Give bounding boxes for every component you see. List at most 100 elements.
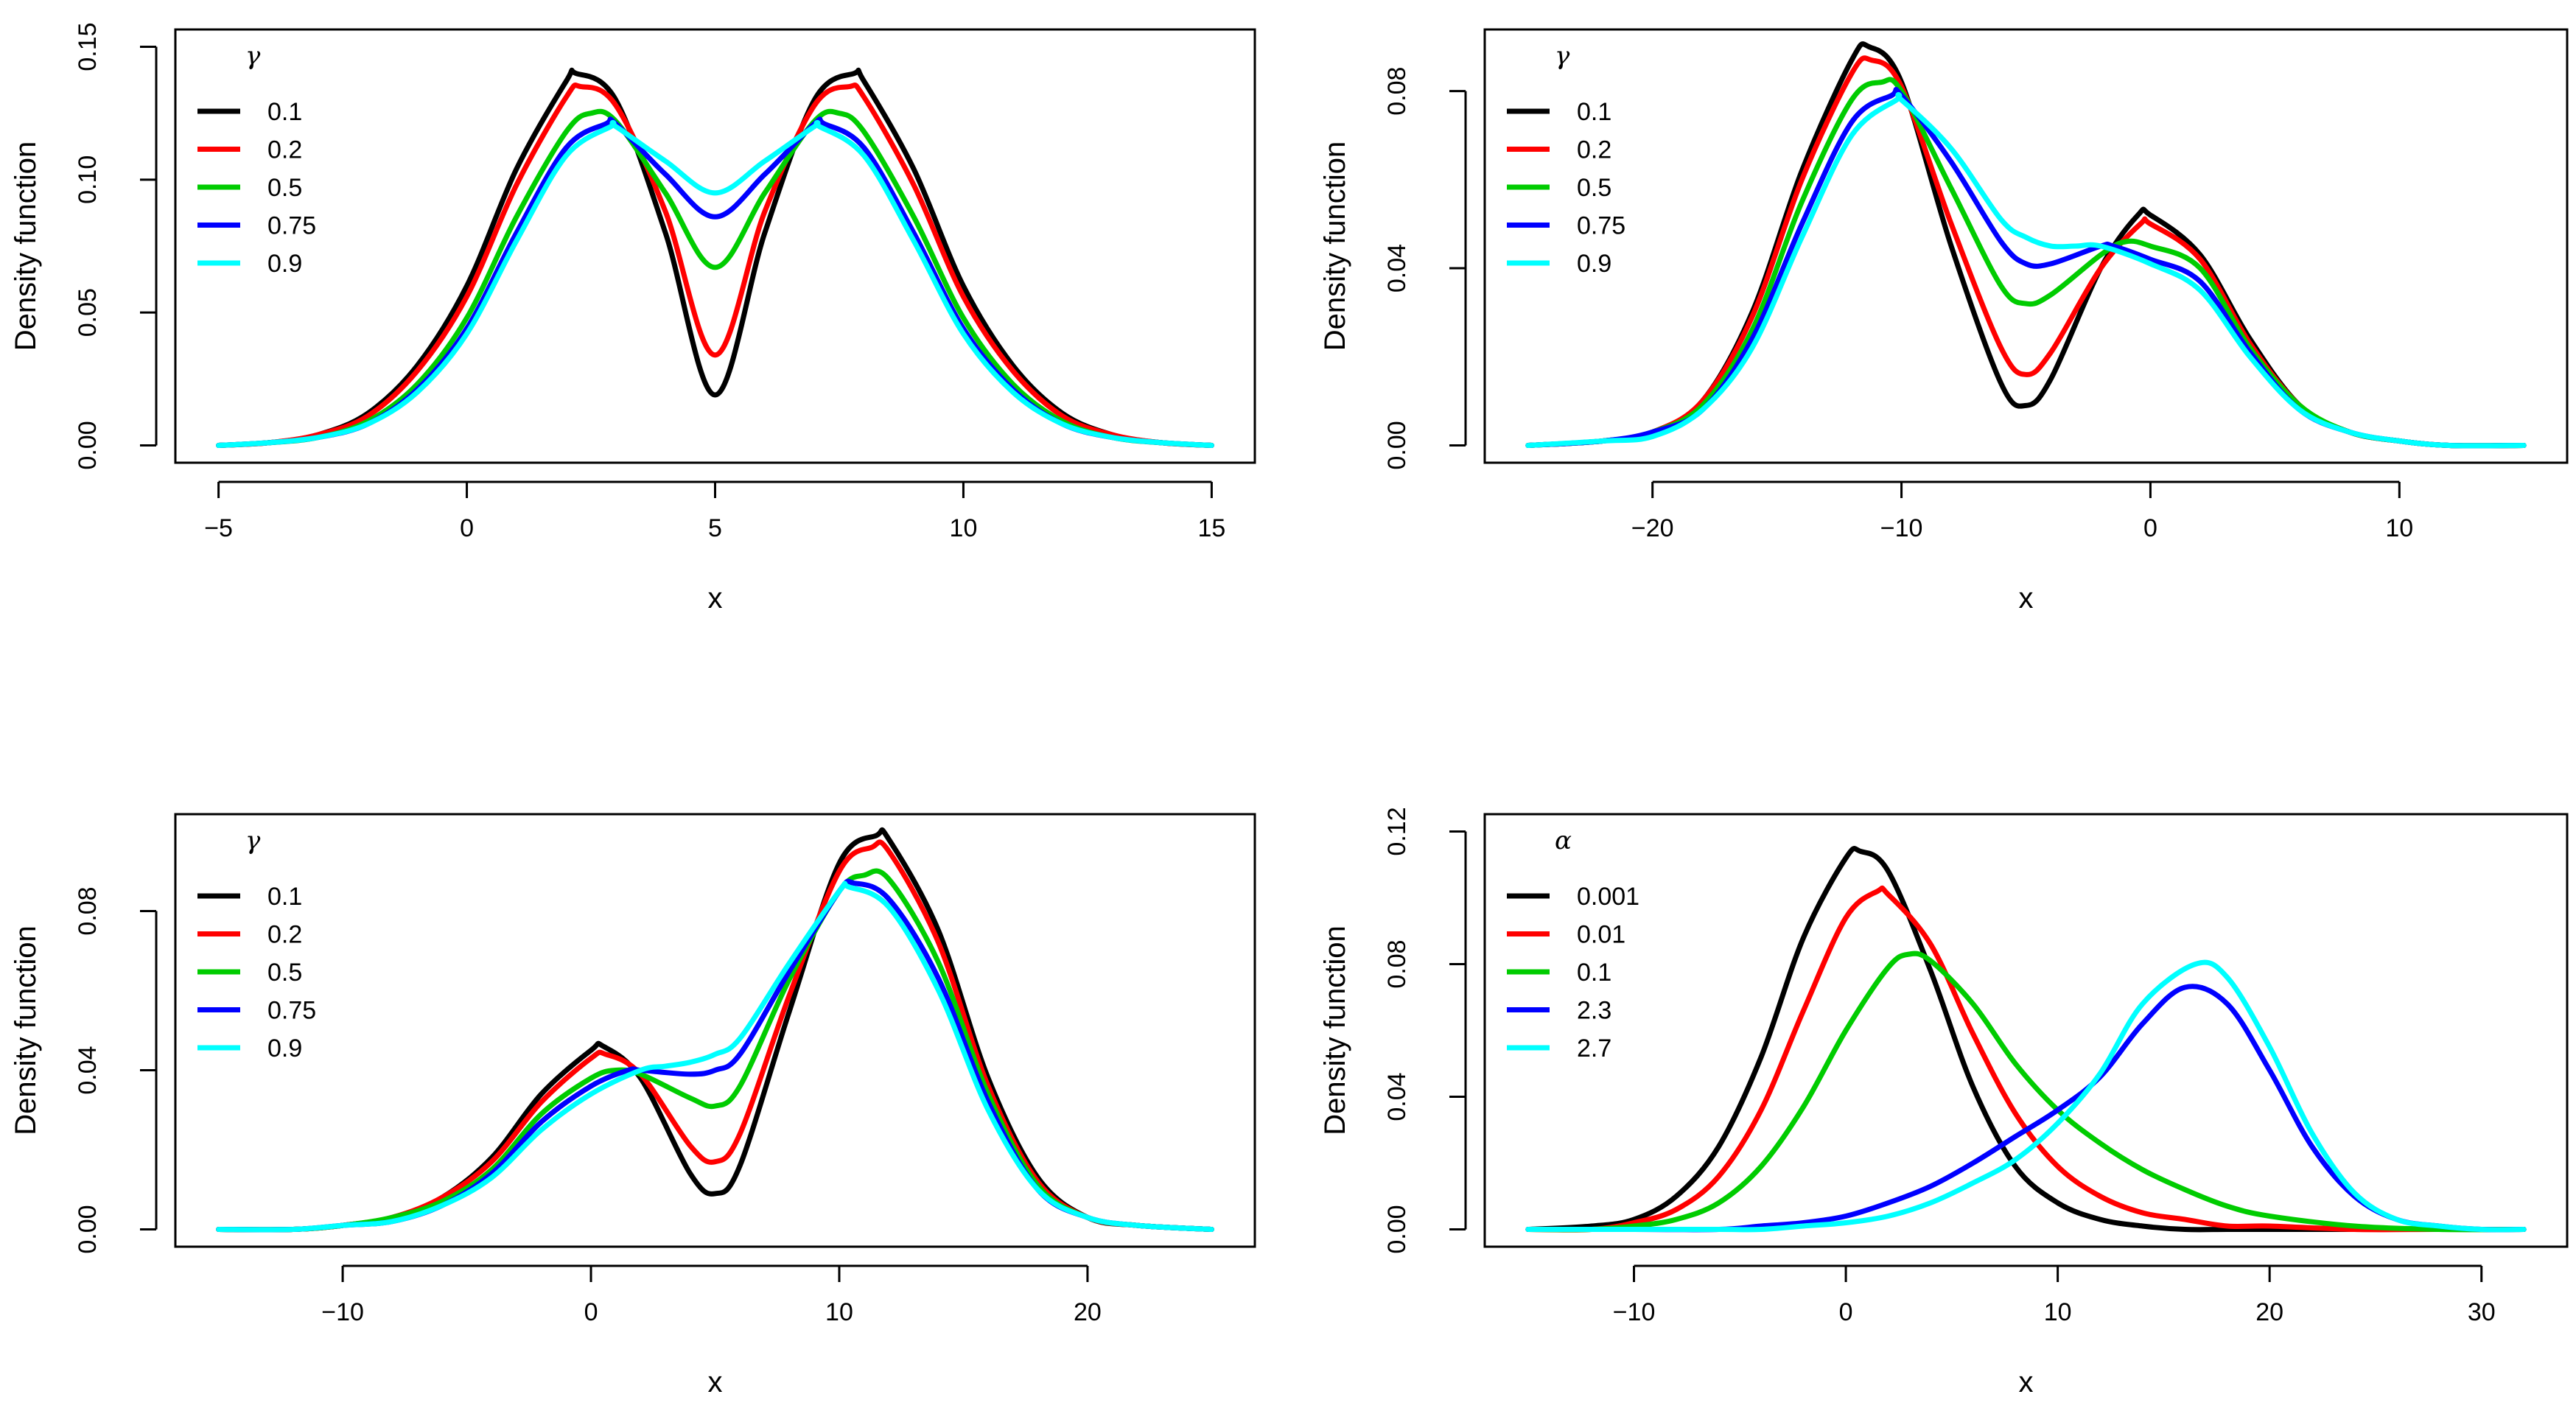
y-tick-label: 0.15	[74, 22, 102, 71]
legend-item: 0.1	[1507, 959, 1611, 987]
series-line-0.5	[216, 868, 1214, 1233]
y-tick-label: 0.00	[1383, 421, 1411, 469]
y-tick-label: 0.04	[1383, 244, 1411, 293]
legend-item: 0.75	[1507, 212, 1625, 240]
legend-label: 0.1	[267, 883, 302, 911]
legend-title: γ	[245, 41, 261, 71]
series-line-0.1	[216, 67, 1214, 448]
series-line-0.75	[1525, 86, 2527, 449]
x-tick-label: −5	[204, 514, 233, 542]
legend-item: 0.9	[197, 250, 302, 278]
series-line-0.2	[216, 83, 1214, 448]
legend-item: 0.75	[197, 997, 316, 1025]
series-line-0.1	[1525, 41, 2527, 449]
legend-label: 2.7	[1577, 1034, 1611, 1062]
series-line-0.5	[216, 108, 1214, 448]
legend-item: 0.1	[197, 883, 302, 911]
series-line-0.5	[1525, 77, 2527, 449]
x-tick-label: 5	[708, 514, 722, 542]
x-tick-label: 0	[2143, 514, 2157, 542]
legend-item: 0.01	[1507, 921, 1625, 949]
plot-frame	[174, 28, 1256, 464]
x-axis: −20 −10 0 10 x	[1631, 480, 2413, 615]
legend-label: 2.3	[1577, 997, 1611, 1025]
y-tick-label: 0.10	[74, 155, 102, 204]
x-tick-label: 10	[2044, 1298, 2072, 1326]
series-group	[1525, 846, 2527, 1233]
plot-frame	[1483, 28, 2569, 464]
legend-item: 0.2	[197, 921, 302, 949]
series-line-0.1	[216, 827, 1214, 1233]
y-tick-label: 0.04	[1383, 1072, 1411, 1121]
legend-label: 0.1	[1577, 98, 1611, 126]
y-tick-label: 0.00	[1383, 1205, 1411, 1253]
x-axis-title: x	[708, 1366, 723, 1398]
y-axis: 0.00 0.05 0.10 0.15 Density function	[10, 22, 158, 470]
series-group	[216, 827, 1214, 1233]
y-tick-label: 0.05	[74, 288, 102, 337]
legend-label: 0.75	[1577, 212, 1625, 240]
y-tick-label: 0.12	[1383, 807, 1411, 855]
series-group	[216, 67, 1214, 448]
legend-item: 0.001	[1507, 883, 1639, 911]
legend-item: 0.1	[1507, 98, 1611, 126]
panel-top-left: −5 0 5 10 15 x 0.00 0.05 0.10 0.15 Density functio…	[10, 22, 1256, 615]
legend-title: γ	[245, 826, 261, 855]
x-tick-label: 10	[2385, 514, 2413, 542]
legend-label: 0.1	[1577, 959, 1611, 987]
legend-title: γ	[1555, 41, 1570, 71]
legend-label: 0.5	[267, 959, 302, 987]
x-axis-title: x	[2019, 582, 2034, 615]
y-tick-label: 0.08	[74, 886, 102, 935]
legend: α0.001 0.01 0.1 2.3 2.7	[1507, 826, 1639, 1062]
x-axis: −5 0 5 10 15 x	[204, 480, 1225, 615]
x-tick-label: 15	[1197, 514, 1225, 542]
legend-label: 0.001	[1577, 883, 1639, 911]
y-axis: 0.00 0.04 0.08 0.12 Density function	[1319, 807, 1467, 1254]
y-tick-label: 0.00	[74, 421, 102, 469]
panel-bottom-right: −10 0 10 20 30 x 0.00 0.04 0.08 0.12 Density funct…	[1319, 807, 2569, 1398]
legend-label: 0.5	[1577, 174, 1611, 202]
series-line-0.001	[1525, 846, 2527, 1233]
legend-label: 0.2	[267, 136, 302, 164]
x-tick-label: −10	[1613, 1298, 1656, 1326]
series-line-0.2	[1525, 55, 2527, 449]
series-line-0.9	[1525, 91, 2527, 449]
x-tick-label: 20	[1074, 1298, 1102, 1326]
x-tick-label: 0	[1839, 1298, 1853, 1326]
x-tick-label: 20	[2255, 1298, 2283, 1326]
x-axis-title: x	[708, 582, 723, 615]
plot-frame	[174, 813, 1256, 1248]
legend-item: 0.2	[197, 136, 302, 164]
legend-item: 0.2	[1507, 136, 1611, 164]
legend-label: 0.9	[267, 250, 302, 278]
legend-title: α	[1555, 826, 1572, 855]
legend-label: 0.9	[1577, 250, 1611, 278]
legend-item: 2.7	[1507, 1034, 1611, 1062]
x-tick-label: 0	[584, 1298, 598, 1326]
y-tick-label: 0.04	[74, 1046, 102, 1094]
y-axis-title: Density function	[1319, 141, 1351, 351]
x-tick-label: 10	[950, 514, 978, 542]
series-line-0.2	[216, 839, 1214, 1233]
legend-label: 0.9	[267, 1034, 302, 1062]
series-group	[1525, 41, 2527, 449]
series-line-0.9	[216, 880, 1214, 1233]
plot-frame	[1483, 813, 2569, 1248]
y-tick-label: 0.08	[1383, 939, 1411, 988]
legend-label: 0.2	[1577, 136, 1611, 164]
legend-item: 0.5	[197, 174, 302, 202]
legend-item: 0.9	[1507, 250, 1611, 278]
series-line-0.9	[216, 119, 1214, 448]
x-tick-label: −20	[1631, 514, 1674, 542]
legend-item: 0.5	[1507, 174, 1611, 202]
legend-label: 0.01	[1577, 921, 1625, 949]
x-axis: −10 0 10 20 x	[321, 1264, 1102, 1398]
legend-label: 0.2	[267, 921, 302, 949]
series-line-0.1	[1525, 950, 2527, 1233]
legend-item: 0.9	[197, 1034, 302, 1062]
x-tick-label: 0	[460, 514, 474, 542]
